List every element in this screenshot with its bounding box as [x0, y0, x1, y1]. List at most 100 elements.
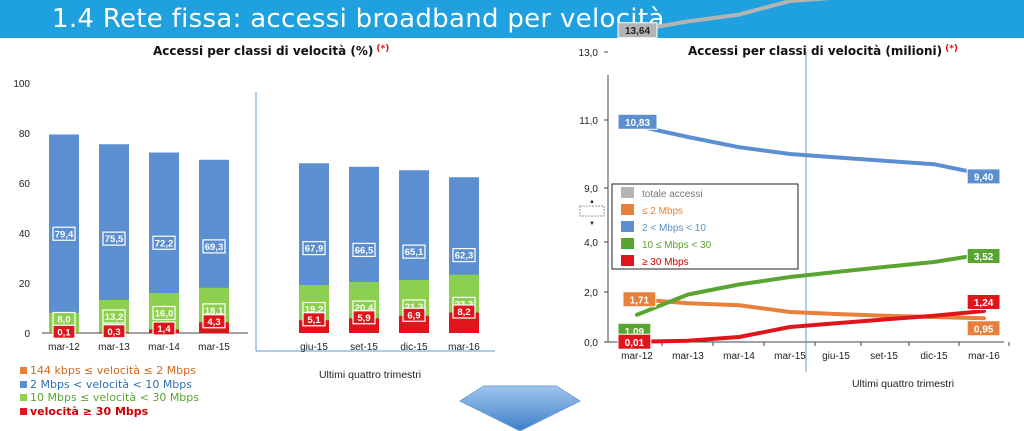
- x-tick-label: mar-16: [448, 342, 480, 353]
- data-label-box: [102, 324, 126, 339]
- data-label: 19,2: [305, 305, 324, 316]
- legend-label: 2 Mbps < velocità < 10 Mbps: [30, 377, 193, 391]
- data-label-box: [202, 239, 226, 254]
- legend-swatch: [20, 380, 27, 388]
- data-label-box: [202, 314, 226, 329]
- data-label: 66,5: [355, 245, 374, 256]
- data-label-box: [452, 248, 476, 263]
- line-value-label: 3,52: [974, 252, 994, 263]
- data-label: 72,2: [155, 238, 174, 249]
- data-label-box: [52, 226, 76, 241]
- series-line: [635, 309, 986, 344]
- axis-break-icon: [579, 205, 605, 217]
- y-tick-label: 20: [19, 279, 31, 290]
- group-label: Ultimi quattro trimestri: [852, 378, 954, 390]
- legend-label: 2 < Mbps < 10: [642, 223, 706, 234]
- y-tick-label: 0,0: [584, 338, 598, 349]
- y-tick-label: 13,0: [579, 48, 599, 59]
- line-value-label: 9,40: [974, 172, 994, 183]
- series-line: [635, 123, 986, 177]
- legend-swatch: [621, 204, 634, 215]
- line-value-label: 13,64: [625, 26, 650, 37]
- x-tick-label: mar-12: [621, 351, 653, 362]
- legend-item: 144 kbps ≤ velocità ≤ 2 Mbps: [20, 364, 199, 378]
- line-value-label: 1,24: [974, 298, 994, 309]
- y-tick-label: 80: [19, 129, 31, 140]
- data-label-box: [302, 241, 326, 256]
- data-label-box: [102, 231, 126, 246]
- legend-label: 10 Mbps ≤ velocità < 30 Mbps: [30, 391, 200, 404]
- series-line: [635, 252, 986, 317]
- data-label: 69,3: [205, 242, 224, 253]
- data-label-box: [102, 309, 126, 324]
- data-label: 62,3: [455, 251, 474, 262]
- legend-item: 2 Mbps < velocità < 10 Mbps: [20, 378, 199, 392]
- line-value-label: 10,83: [625, 118, 650, 129]
- data-label: 0,3: [107, 327, 120, 338]
- left-chart-legend: 144 kbps ≤ velocità ≤ 2 Mbps 2 Mbps < vel…: [20, 364, 199, 418]
- data-label-box: [352, 242, 376, 257]
- data-label-box: [152, 235, 176, 250]
- x-tick-label: mar-12: [48, 342, 80, 353]
- data-label-box: [302, 312, 326, 327]
- left-chart-asterisk: (*): [376, 44, 390, 54]
- legend-label: ≥ 30 Mbps: [642, 257, 689, 268]
- data-label: 20,4: [355, 303, 374, 314]
- legend-label: totale accessi: [642, 189, 703, 200]
- x-tick-label: mar-16: [968, 351, 1000, 362]
- line-value-label-box: [617, 333, 652, 350]
- legend-swatch: [20, 407, 27, 415]
- data-label: 5,1: [307, 315, 321, 326]
- legend-label: ≤ 2 Mbps: [642, 206, 683, 217]
- legend-item: 10 Mbps ≤ velocità < 30 Mbps: [20, 391, 199, 405]
- right-chart-asterisk: (*): [945, 44, 959, 54]
- data-label-box: [452, 304, 476, 319]
- data-label: 67,9: [305, 244, 324, 255]
- left-chart-title: Accessi per classi di velocità (%) (*): [153, 44, 389, 58]
- legend-swatch: [20, 394, 27, 401]
- legend-swatch: [621, 187, 634, 198]
- data-label-box: [152, 321, 176, 336]
- x-tick-label: mar-15: [774, 351, 806, 362]
- legend-item: velocità ≥ 30 Mbps: [20, 405, 199, 419]
- line-value-label-box: [966, 294, 1001, 310]
- axis-break-arrow-up: ▲: [589, 199, 595, 205]
- y-tick-label: 4,0: [584, 238, 598, 249]
- series-line: [635, 0, 831, 33]
- y-tick-label: 9,0: [584, 184, 598, 195]
- right-chart-title-text: Accessi per classi di velocità (milioni): [688, 44, 943, 58]
- y-tick-label: 40: [19, 229, 31, 240]
- x-tick-label: giu-15: [300, 342, 328, 353]
- header-bar: 1.4 Rete fissa: accessi broadband per ve…: [0, 0, 1024, 38]
- data-label: 79,4: [55, 229, 74, 240]
- data-label-box: [52, 324, 76, 339]
- legend-label: 10 ≤ Mbps < 30: [642, 240, 712, 251]
- line-value-label: 0,95: [974, 324, 994, 335]
- line-value-label-box: [966, 248, 1001, 264]
- y-tick-label: 100: [13, 79, 30, 90]
- right-legend-box: [611, 183, 799, 270]
- legend-swatch: [621, 255, 634, 266]
- data-label: 4,3: [207, 317, 220, 328]
- legend-swatch: [621, 221, 634, 232]
- y-tick-label: 0: [24, 329, 30, 340]
- data-label: 8,0: [57, 315, 70, 326]
- x-tick-label: mar-15: [198, 342, 230, 353]
- data-label: 0,1: [57, 327, 71, 338]
- data-label: 1,4: [157, 324, 171, 335]
- line-value-label-box: [617, 113, 658, 130]
- y-tick-label: 11,0: [579, 116, 598, 127]
- x-tick-label: set-15: [350, 342, 378, 353]
- legend-label: 144 kbps ≤ velocità ≤ 2 Mbps: [30, 364, 196, 377]
- data-label: 6,9: [407, 310, 420, 321]
- data-label: 13,2: [105, 312, 124, 323]
- axis-break-arrow-down: ▼: [589, 221, 595, 227]
- line-value-label: 0,01: [625, 338, 645, 349]
- data-label: 18,1: [205, 306, 224, 317]
- page-title: 1.4 Rete fissa: accessi broadband per ve…: [52, 4, 665, 34]
- data-label-box: [352, 310, 376, 325]
- legend-swatch: [20, 367, 27, 374]
- line-value-label: 1,71: [630, 295, 650, 306]
- x-tick-label: dic-15: [920, 351, 948, 362]
